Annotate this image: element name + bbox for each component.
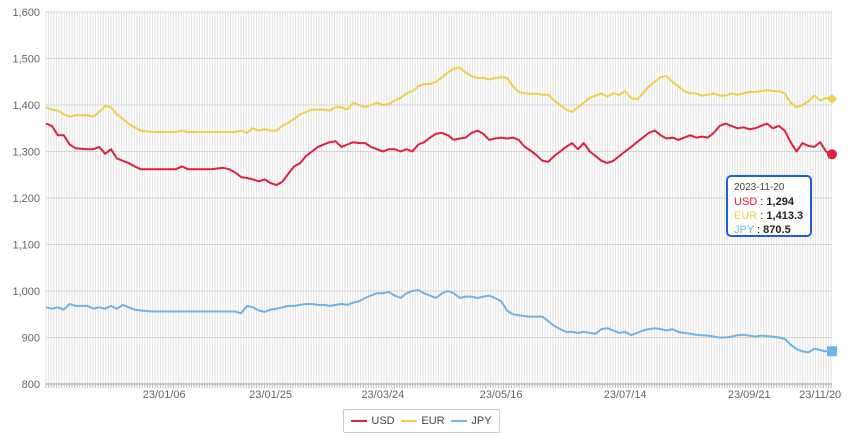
usd-end-marker — [827, 149, 837, 160]
legend-item-jpy[interactable]: JPY — [451, 415, 492, 427]
x-tick-label: 23/03/24 — [361, 389, 404, 401]
tooltip-separator: : — [760, 196, 764, 208]
y-tick-label: 1,300 — [12, 147, 40, 159]
x-tick-label: 23/05/16 — [480, 389, 523, 401]
legend-item-usd[interactable]: USD — [351, 415, 395, 427]
x-tick-label: 23/11/20 — [799, 389, 841, 401]
legend-label: USD — [371, 415, 395, 427]
y-tick-label: 800 — [22, 379, 40, 391]
y-tick-label: 1,100 — [12, 240, 40, 252]
grid-lines — [45, 11, 832, 385]
y-tick-label: 1,400 — [12, 100, 40, 112]
series-line-eur — [45, 66, 833, 134]
y-tick-label: 1,200 — [12, 193, 40, 205]
series-line-usd — [45, 122, 833, 186]
series-lines — [45, 66, 833, 354]
legend-label: EUR — [421, 415, 445, 427]
jpy-end-marker — [827, 346, 837, 357]
legend-item-eur[interactable]: EUR — [401, 415, 445, 427]
eur-end-marker — [827, 93, 837, 104]
tooltip-value: 1,294 — [766, 196, 794, 208]
y-tick-label: 1,500 — [12, 54, 40, 66]
tooltip-date: 2023-11-20 — [734, 182, 785, 193]
x-tick-label: 23/01/25 — [249, 389, 292, 401]
tooltip-series-name: JPY — [734, 224, 754, 236]
legend-swatch-icon — [351, 420, 368, 422]
tooltip-series-name: USD — [734, 196, 758, 208]
x-tick-label: 23/07/14 — [604, 389, 647, 401]
tooltip-series-name: EUR — [734, 210, 758, 222]
tooltip-value: 1,413.3 — [766, 210, 804, 222]
y-tick-label: 1,000 — [12, 286, 40, 298]
axes: 800 900 1,000 1,100 1,200 1,300 1,400 1,500 1,60… — [12, 7, 841, 401]
series-line-jpy — [45, 289, 833, 354]
legend-swatch-icon — [451, 420, 468, 422]
y-tick-label: 900 — [22, 333, 40, 345]
x-tick-label: 23/09/21 — [728, 389, 771, 401]
y-tick-label: 1,600 — [12, 7, 40, 19]
chart-legend: USD EUR JPY — [343, 409, 500, 433]
legend-label: JPY — [471, 415, 492, 427]
tooltip-row-jpy: JPY : 870.5 — [734, 223, 804, 237]
tooltip-value: 870.5 — [763, 224, 791, 236]
tooltip-row-eur: EUR : 1,413.3 — [734, 209, 804, 223]
hover-tooltip: 2023-11-20 USD : 1,294 EUR : 1,413.3 JPY… — [726, 175, 812, 237]
x-tick-label: 23/01/06 — [143, 389, 186, 401]
tooltip-separator: : — [757, 224, 761, 236]
tooltip-separator: : — [760, 210, 764, 222]
end-markers — [827, 93, 837, 357]
legend-swatch-icon — [401, 420, 418, 422]
tooltip-row-usd: USD : 1,294 — [734, 195, 804, 209]
